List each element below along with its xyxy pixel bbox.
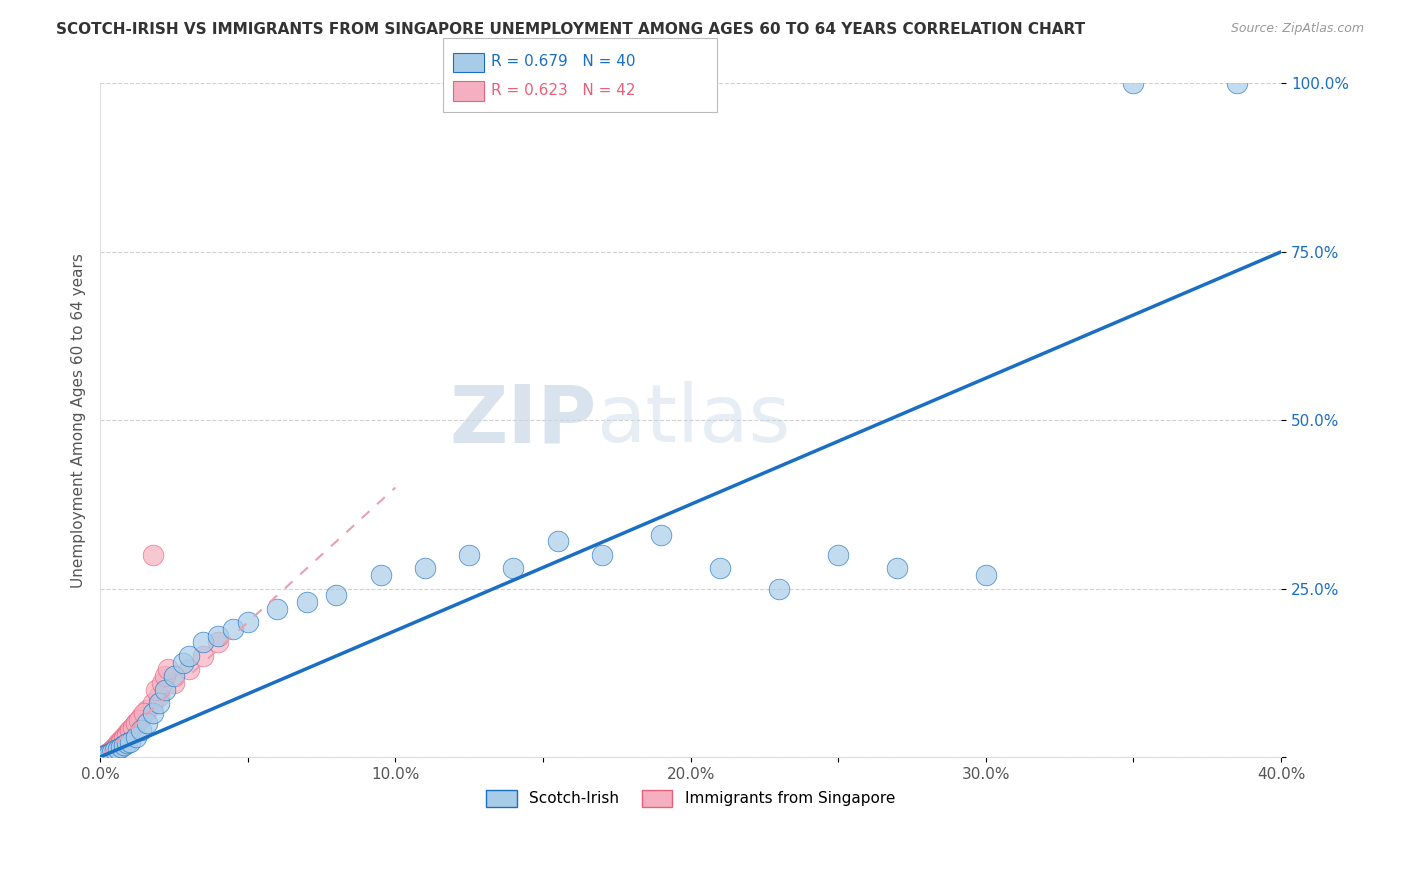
Point [115, 726, 138, 740]
Point [145, 682, 167, 697]
Point [193, 635, 215, 649]
Point [142, 548, 165, 562]
Point [413, 561, 436, 575]
Point [101, 743, 124, 757]
Point [131, 723, 153, 737]
Point [650, 527, 672, 541]
Point [110, 739, 132, 754]
Point [112, 738, 135, 752]
Point [236, 615, 259, 630]
Point [136, 716, 159, 731]
Point [148, 690, 170, 704]
Point [163, 676, 186, 690]
Point [94, 747, 117, 762]
Text: R = 0.623   N = 42: R = 0.623 N = 42 [491, 83, 636, 97]
Point [104, 742, 127, 756]
Point [91, 748, 114, 763]
Point [124, 730, 146, 744]
Point [177, 662, 200, 676]
Point [222, 622, 245, 636]
Point [107, 736, 129, 750]
Point [827, 548, 849, 562]
Point [547, 534, 569, 549]
Point [101, 745, 124, 759]
Point [1122, 77, 1144, 91]
Point [1226, 77, 1249, 91]
Point [153, 682, 176, 697]
Point [104, 739, 127, 754]
Text: Source: ZipAtlas.com: Source: ZipAtlas.com [1230, 22, 1364, 36]
Point [131, 709, 153, 723]
Point [121, 720, 143, 734]
Text: SCOTCH-IRISH VS IMMIGRANTS FROM SINGAPORE UNEMPLOYMENT AMONG AGES 60 TO 64 YEARS: SCOTCH-IRISH VS IMMIGRANTS FROM SINGAPOR… [56, 22, 1085, 37]
Point [104, 743, 127, 757]
Point [90, 749, 112, 764]
Point [502, 561, 524, 575]
Point [193, 648, 215, 663]
Point [98, 747, 121, 761]
Point [98, 747, 121, 761]
Point [110, 733, 132, 747]
Point [325, 588, 347, 602]
Point [207, 635, 229, 649]
Point [124, 716, 146, 731]
Point [591, 548, 613, 562]
Point [153, 669, 176, 683]
Point [98, 746, 121, 760]
Y-axis label: Unemployment Among Ages 60 to 64 years: Unemployment Among Ages 60 to 64 years [72, 252, 86, 588]
Point [142, 696, 165, 710]
Point [100, 745, 122, 759]
Point [295, 595, 318, 609]
Point [101, 745, 124, 759]
Point [107, 738, 129, 752]
Point [103, 742, 125, 756]
Point [886, 561, 908, 575]
Point [207, 629, 229, 643]
Point [142, 706, 165, 721]
Point [93, 747, 115, 762]
Point [118, 723, 141, 737]
Point [115, 728, 138, 742]
Point [974, 568, 997, 582]
Point [115, 736, 138, 750]
Point [110, 735, 132, 749]
Point [172, 656, 194, 670]
Point [121, 720, 143, 734]
Point [134, 706, 156, 721]
Text: atlas: atlas [596, 381, 790, 459]
Point [112, 730, 135, 744]
Point [112, 731, 135, 745]
Point [124, 716, 146, 731]
Point [148, 696, 170, 710]
Legend: Scotch-Irish, Immigrants from Singapore: Scotch-Irish, Immigrants from Singapore [479, 783, 901, 814]
Point [128, 713, 150, 727]
Point [266, 601, 288, 615]
Point [94, 747, 117, 762]
Text: ZIP: ZIP [449, 381, 596, 459]
Point [118, 735, 141, 749]
Point [150, 676, 173, 690]
Point [177, 648, 200, 663]
Point [107, 742, 129, 756]
Point [118, 723, 141, 737]
Text: R = 0.679   N = 40: R = 0.679 N = 40 [491, 54, 636, 69]
Point [91, 748, 114, 763]
Point [96, 747, 118, 761]
Point [163, 669, 186, 683]
Point [157, 662, 180, 676]
Point [136, 703, 159, 717]
Point [709, 561, 731, 575]
Point [370, 568, 392, 582]
Point [768, 582, 790, 596]
Point [458, 548, 481, 562]
